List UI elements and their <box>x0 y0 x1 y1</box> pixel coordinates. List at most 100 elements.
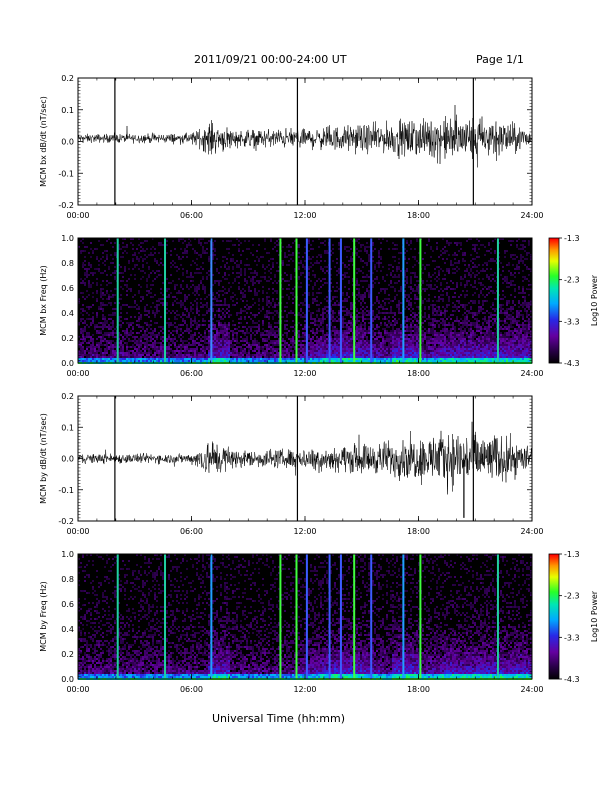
spectrogram-cell <box>120 286 122 288</box>
spectrogram-cell <box>388 346 390 348</box>
spectrogram-cell <box>214 282 216 284</box>
spectrogram-cell <box>80 348 82 350</box>
spectrogram-cell <box>408 354 410 356</box>
spectrogram-cell <box>410 272 412 274</box>
spectrogram-cell <box>310 280 312 282</box>
spectrogram-cell <box>166 352 168 354</box>
spectrogram-cell <box>180 324 182 326</box>
spectrogram-cell <box>156 262 158 264</box>
spectrogram-cell <box>404 330 406 332</box>
spectrogram-cell <box>298 278 300 280</box>
spectrogram-cell <box>218 338 220 340</box>
spectrogram-cell <box>128 306 130 308</box>
spectrogram-cell <box>406 352 408 354</box>
spectrogram-cell <box>188 294 190 296</box>
spectrogram-cell <box>290 346 292 348</box>
spectrogram-cell <box>422 352 424 354</box>
x-tick-label: 12:00 <box>293 211 316 220</box>
spectrogram-cell <box>418 328 420 330</box>
spectrogram-cell <box>304 340 306 342</box>
spectrogram-cell <box>292 338 294 340</box>
spectrogram-cell <box>254 340 256 342</box>
spectrogram-cell <box>108 332 110 334</box>
spectrogram-cell <box>324 318 326 320</box>
spectrogram-cell <box>350 346 352 348</box>
spectrogram-cell <box>424 312 426 314</box>
spectrogram-cell <box>100 332 102 334</box>
spectrogram-cell <box>422 326 424 328</box>
spectrogram-cell <box>316 358 318 360</box>
spectrogram-cell <box>274 358 276 360</box>
spectrogram-cell <box>122 246 124 248</box>
spectrogram-cell <box>342 306 344 308</box>
spectrogram-cell <box>416 360 418 362</box>
spectrogram-cell <box>242 352 244 354</box>
spectrogram-cell <box>254 314 256 316</box>
spectrogram-cell <box>204 336 206 338</box>
spectrogram-cell <box>302 312 304 314</box>
spectrogram-cell <box>208 240 210 242</box>
spectrogram-cell <box>242 358 244 360</box>
spectrogram-cell <box>182 288 184 290</box>
spectrogram-cell <box>368 292 370 294</box>
spectrogram-cell <box>376 346 378 348</box>
spectrogram-cell <box>350 340 352 342</box>
spectrogram-cell <box>228 274 230 276</box>
spectrogram-cell <box>246 248 248 250</box>
spectrogram-cell <box>92 322 94 324</box>
spectrogram-cell <box>228 324 230 326</box>
spectrogram-cell <box>376 278 378 280</box>
spectrogram-cell <box>424 344 426 346</box>
spectrogram-cell <box>240 340 242 342</box>
spectrogram-cell <box>326 356 328 358</box>
spectrogram-cell <box>148 348 150 350</box>
spectrogram-cell <box>246 336 248 338</box>
spectrogram-cell <box>298 352 300 354</box>
spectrogram-cell <box>268 346 270 348</box>
spectrogram-cell <box>332 358 334 360</box>
spectrogram-cell <box>414 336 416 338</box>
spectrogram-cell <box>90 324 92 326</box>
spectrogram-cell <box>188 330 190 332</box>
spectrogram-cell <box>132 328 134 330</box>
spectrogram-cell <box>216 280 218 282</box>
spectrogram-cell <box>100 360 102 362</box>
spectrogram-cell <box>292 320 294 322</box>
spectrogram-cell <box>162 332 164 334</box>
spectrogram-cell <box>178 256 180 258</box>
spectrogram-cell <box>366 352 368 354</box>
spectrogram-cell <box>232 266 234 268</box>
spectrogram-cell <box>216 292 218 294</box>
spectrogram-cell <box>284 340 286 342</box>
spectrogram-cell <box>174 356 176 358</box>
spectrogram-cell <box>246 332 248 334</box>
spectrogram-cell <box>158 242 160 244</box>
y-tick-label: 0.0 <box>61 138 74 147</box>
spectrogram-cell <box>196 292 198 294</box>
spectrogram-cell <box>390 306 392 308</box>
spectrogram-cell <box>240 350 242 352</box>
spectrogram-cell <box>186 348 188 350</box>
spectrogram-cell <box>278 266 280 268</box>
spectrogram-cell <box>230 352 232 354</box>
spectrogram-cell <box>294 332 296 334</box>
spectrogram-cell <box>298 356 300 358</box>
spectrogram-cell <box>134 354 136 356</box>
spectrogram-cell <box>234 324 236 326</box>
spectrogram-cell <box>96 332 98 334</box>
spectrogram-cell <box>272 350 274 352</box>
spectrogram-cell <box>224 316 226 318</box>
spectrogram-cell <box>286 332 288 334</box>
spectrogram-cell <box>336 340 338 342</box>
spectrogram-cell <box>422 344 424 346</box>
spectrogram-cell <box>100 306 102 308</box>
spectrogram-cell <box>300 282 302 284</box>
spectrogram-cell <box>322 358 324 360</box>
spectrogram-cell <box>342 350 344 352</box>
spectrogram-cell <box>92 338 94 340</box>
spectrogram-cell <box>196 354 198 356</box>
spectrogram-cell <box>100 336 102 338</box>
spectrogram-cell <box>82 308 84 310</box>
spectrogram-cell <box>218 308 220 310</box>
spectrogram-cell <box>352 352 354 354</box>
